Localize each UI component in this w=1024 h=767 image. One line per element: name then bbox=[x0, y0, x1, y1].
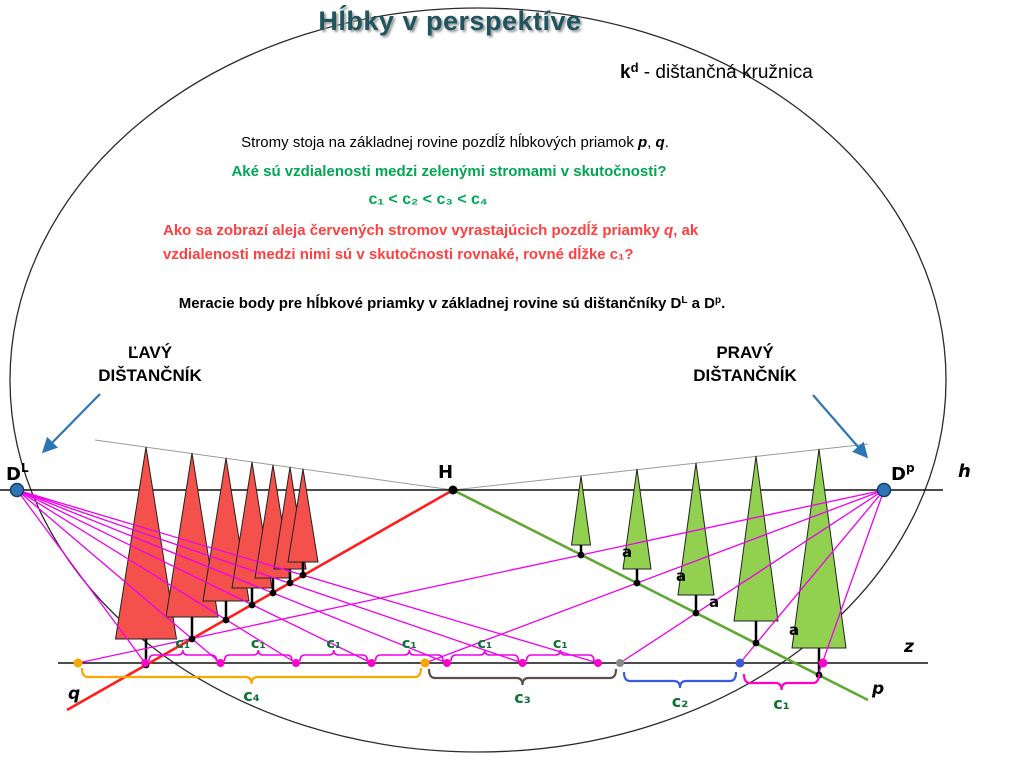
a-label: a bbox=[622, 543, 632, 561]
c1-label: c₁ bbox=[553, 636, 568, 652]
z-point-blue bbox=[735, 658, 745, 668]
tree-base-point bbox=[692, 609, 700, 617]
tree-base-point bbox=[633, 579, 641, 587]
tree-base-point bbox=[248, 601, 256, 609]
c1-braces bbox=[148, 649, 595, 662]
tree-base-point bbox=[299, 571, 307, 579]
brace-c1-small bbox=[450, 649, 520, 662]
dp-ray bbox=[739, 489, 885, 664]
brace-c1-small bbox=[374, 649, 444, 662]
red-trees bbox=[114, 446, 319, 640]
tree-base-point bbox=[222, 616, 230, 624]
a-label: a bbox=[789, 621, 799, 639]
horizon-label: h bbox=[958, 461, 971, 482]
left-callout-line2: DIŠTANČNÍK bbox=[98, 366, 202, 385]
a-segment-labels: a a a a bbox=[622, 543, 799, 639]
apex-guide-line-right bbox=[452, 443, 869, 491]
line-q bbox=[66, 488, 454, 712]
point-dl bbox=[9, 482, 25, 498]
z-point-magenta bbox=[594, 659, 602, 667]
h-point-label: H bbox=[438, 462, 453, 483]
dp-ray bbox=[424, 489, 885, 664]
line-q-label: q bbox=[68, 684, 80, 704]
z-point-magenta bbox=[518, 659, 527, 667]
c3-label: c₃ bbox=[514, 688, 531, 707]
red-question: Ako sa zobrazí aleja červených stromov v… bbox=[163, 219, 903, 267]
c2-label: c₂ bbox=[672, 692, 689, 711]
dl-ray bbox=[16, 489, 523, 664]
ground-label: z bbox=[903, 637, 914, 657]
tree-base-point bbox=[286, 579, 294, 587]
c1-label: c₁ bbox=[326, 636, 341, 652]
c1-label: c₁ bbox=[175, 636, 190, 652]
brace-c1-big bbox=[742, 673, 821, 691]
brace-c1-small bbox=[299, 649, 369, 662]
line-p bbox=[452, 488, 869, 702]
tree-base-point bbox=[269, 589, 277, 597]
red-question-line1: Ako sa zobrazí aleja červených stromov v… bbox=[163, 222, 699, 239]
dp-ray bbox=[619, 489, 885, 664]
dl-ray bbox=[16, 489, 221, 664]
right-distancnik-callout: PRAVÝ DIŠTANČNÍK bbox=[650, 341, 840, 387]
z-point-magenta bbox=[443, 659, 451, 667]
brace-c3 bbox=[427, 668, 618, 686]
c4-label: c₄ bbox=[243, 686, 260, 705]
brace-c1-small bbox=[525, 649, 595, 662]
dl-label: DL bbox=[6, 461, 29, 485]
dp-rays bbox=[77, 489, 885, 676]
brace-c2 bbox=[622, 671, 738, 689]
left-callout-line1: ĽAVÝ bbox=[127, 343, 173, 362]
dl-ray bbox=[16, 489, 372, 664]
left-callout-arrow bbox=[41, 393, 101, 454]
c1-label: c₁ bbox=[402, 636, 417, 652]
z-point-magenta bbox=[216, 659, 225, 667]
brace-c4 bbox=[80, 667, 423, 685]
green-tree bbox=[570, 475, 592, 546]
z-point-magenta bbox=[141, 659, 149, 667]
green-question: Aké sú vzdialenosti medzi zelenými strom… bbox=[231, 163, 667, 180]
apex-guide-line-left bbox=[94, 439, 454, 491]
measure-points-text: Meracie body pre hĺbkové priamky v zákla… bbox=[178, 295, 726, 312]
tree-base-point bbox=[188, 635, 196, 643]
a-label: a bbox=[676, 567, 686, 585]
dl-ray bbox=[16, 489, 448, 664]
right-callout-line1: PRAVÝ bbox=[716, 343, 774, 362]
z-point-orange bbox=[73, 658, 83, 668]
c1-segment-labels: c₁ c₁ c₁ c₁ c₁ c₁ bbox=[175, 636, 567, 652]
z-point-magenta bbox=[818, 658, 828, 668]
distance-circle-label: kd - dištančná kružnica bbox=[620, 60, 813, 83]
brace-c1-small bbox=[148, 649, 218, 662]
z-point-magenta bbox=[367, 659, 376, 667]
brace-c1-small bbox=[223, 649, 293, 662]
dp-ray bbox=[77, 489, 885, 664]
point-h bbox=[448, 485, 458, 495]
tree-base-point bbox=[752, 639, 760, 647]
dl-ray bbox=[16, 489, 149, 668]
c1-label: c₁ bbox=[477, 636, 492, 652]
c1-label: c₁ bbox=[251, 636, 266, 652]
intro-text: Stromy stoja na základnej rovine pozdĺž … bbox=[241, 134, 669, 151]
z-point-gray bbox=[616, 659, 624, 667]
dl-ray bbox=[16, 489, 297, 664]
ground-line-points bbox=[73, 658, 828, 668]
a-label: a bbox=[709, 593, 719, 611]
slide-title: Hĺbky v perspektíve bbox=[318, 6, 582, 36]
tree-base-point bbox=[577, 551, 585, 559]
dp-label: Dp bbox=[891, 461, 915, 485]
dp-ray bbox=[817, 489, 885, 676]
dl-rays bbox=[16, 489, 599, 668]
distance-circle bbox=[9, 7, 947, 753]
line-p-label: p bbox=[871, 679, 884, 699]
left-distancnik-callout: ĽAVÝ DIŠTANČNÍK bbox=[55, 341, 245, 387]
z-point-magenta bbox=[292, 659, 300, 667]
right-callout-arrow bbox=[812, 394, 869, 459]
z-point-orange bbox=[420, 658, 430, 668]
c1-big-label: c₁ bbox=[773, 694, 790, 713]
right-callout-line2: DIŠTANČNÍK bbox=[693, 366, 797, 385]
point-dp bbox=[876, 482, 892, 498]
inequality-text: c₁ < c₂ < c₃ < c₄ bbox=[368, 191, 488, 208]
red-question-line2: vzdialenosti medzi nimi sú v skutočnosti… bbox=[163, 246, 634, 263]
